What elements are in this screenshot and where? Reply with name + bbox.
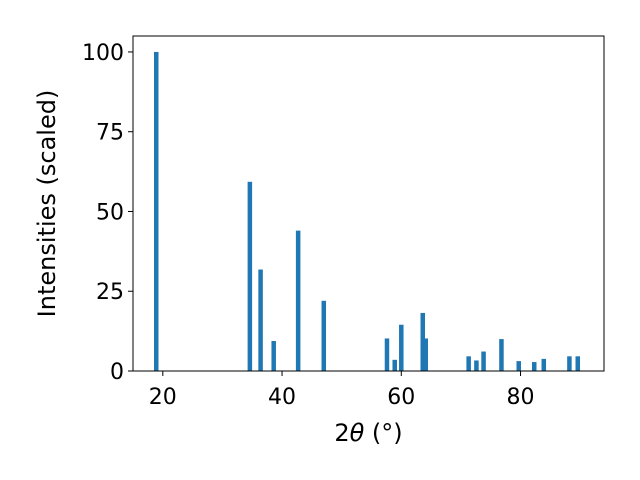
bar-10 [423, 338, 428, 371]
y-ticks-group: 0 25 50 75 100 [82, 41, 133, 385]
bar-14 [499, 339, 504, 371]
bar-11 [466, 356, 471, 371]
y-axis-label: Intensities (scaled) [33, 90, 61, 318]
x-axis-label-main: 2 [334, 419, 349, 447]
bar-6 [384, 338, 390, 371]
bar-1 [247, 181, 253, 371]
x-axis-label-symbol: θ [350, 419, 365, 447]
bars-group [154, 51, 581, 371]
bar-15 [516, 361, 521, 371]
bar-19 [575, 356, 581, 371]
bar-2 [258, 269, 263, 371]
bar-13 [481, 351, 486, 371]
x-axis-label-unit: (°) [364, 419, 402, 447]
bar-17 [541, 358, 547, 371]
bar-9 [420, 312, 425, 371]
y-tick-label-3: 75 [96, 121, 124, 146]
plot-frame [132, 35, 605, 372]
y-tick-label-1: 25 [96, 280, 124, 305]
bar-18 [567, 356, 572, 371]
y-tick-label-2: 50 [96, 200, 124, 225]
bar-5 [321, 300, 327, 371]
bar-12 [474, 360, 479, 371]
x-ticks-group: 20 40 60 80 [149, 371, 535, 410]
x-tick-label-3: 80 [507, 385, 535, 410]
x-axis-label: 2θ (°) [334, 419, 402, 447]
y-tick-label-4: 100 [82, 41, 124, 66]
bar-4 [295, 230, 301, 371]
bar-8 [399, 324, 404, 371]
x-tick-label-1: 40 [268, 385, 296, 410]
y-tick-label-0: 0 [110, 360, 124, 385]
bar-0 [154, 51, 159, 371]
x-tick-label-2: 60 [387, 385, 415, 410]
bar-16 [531, 362, 537, 371]
bar-7 [392, 359, 397, 371]
x-tick-label-0: 20 [149, 385, 177, 410]
bar-3 [271, 341, 276, 371]
